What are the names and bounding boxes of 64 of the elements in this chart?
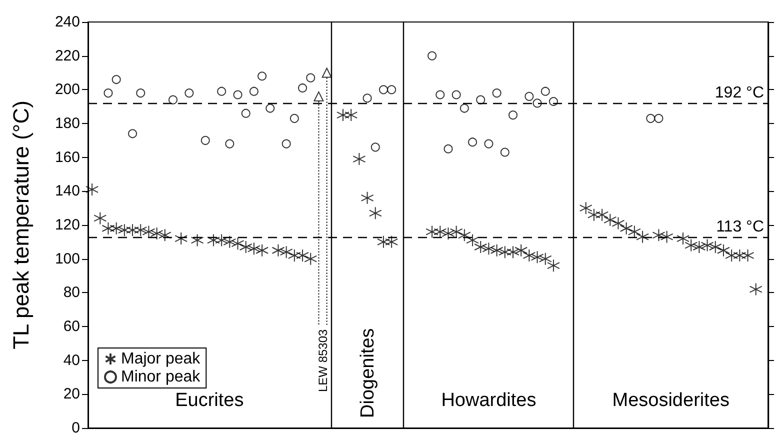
- point: [168, 95, 178, 104]
- y-tick-label: 0: [72, 420, 80, 436]
- ref-line-label: 113 °C: [716, 218, 764, 236]
- point: [200, 136, 210, 145]
- point: [298, 83, 308, 92]
- point: [306, 73, 316, 82]
- point: [290, 114, 299, 123]
- point: [492, 88, 502, 98]
- point: [524, 92, 534, 101]
- y-tick-label: 40: [63, 352, 80, 369]
- y-axis-title: TL peak temperature (°C): [8, 100, 34, 350]
- point: [249, 86, 258, 96]
- point: [468, 138, 478, 147]
- point: [460, 104, 469, 113]
- point: [362, 94, 372, 103]
- point: [532, 98, 542, 108]
- y-tick-label: 140: [54, 182, 80, 200]
- y-tick-label: 240: [54, 14, 80, 30]
- point: [314, 91, 324, 102]
- y-tick-label: 220: [54, 47, 80, 64]
- point: [646, 114, 656, 123]
- annotation: Eucrites: [175, 390, 244, 411]
- point: [112, 75, 121, 84]
- y-tick-label: 60: [63, 318, 80, 335]
- point: [322, 68, 332, 78]
- point: [266, 104, 275, 113]
- y-tick-label: 180: [54, 115, 80, 132]
- point: [484, 139, 494, 148]
- y-tick-label: 200: [54, 81, 80, 98]
- y-tick-label: 100: [54, 250, 80, 268]
- point: [128, 129, 138, 138]
- point: [378, 85, 388, 94]
- point: [548, 97, 558, 106]
- point: [476, 95, 486, 104]
- legend-label: Minor peak: [121, 368, 202, 386]
- point: [225, 139, 234, 148]
- point: [104, 88, 113, 98]
- point: [436, 90, 445, 100]
- point: [258, 72, 267, 81]
- point: [217, 86, 226, 96]
- point: [444, 144, 453, 154]
- y-tick-label: 80: [63, 284, 80, 302]
- point: [136, 88, 146, 98]
- y-tick-label: 20: [63, 386, 80, 403]
- ref-line-label: 192 °C: [714, 84, 764, 102]
- point: [500, 148, 510, 157]
- point: [282, 139, 291, 148]
- annotation: Howardites: [441, 390, 536, 411]
- point: [233, 90, 242, 100]
- point: [654, 114, 664, 123]
- y-tick-label: 160: [54, 148, 80, 166]
- point: [508, 110, 518, 120]
- legend-label: Major peak: [121, 350, 202, 368]
- annotation: Mesosiderites: [612, 390, 730, 411]
- point: [370, 142, 380, 152]
- annotation: LEW 85303: [316, 328, 330, 392]
- point: [452, 90, 461, 100]
- point: [387, 85, 396, 94]
- annotation: Diogenites: [357, 328, 378, 418]
- y-tick-label: 120: [54, 216, 80, 234]
- point: [428, 51, 437, 60]
- point: [241, 108, 250, 118]
- point: [184, 88, 194, 98]
- point: [540, 86, 550, 96]
